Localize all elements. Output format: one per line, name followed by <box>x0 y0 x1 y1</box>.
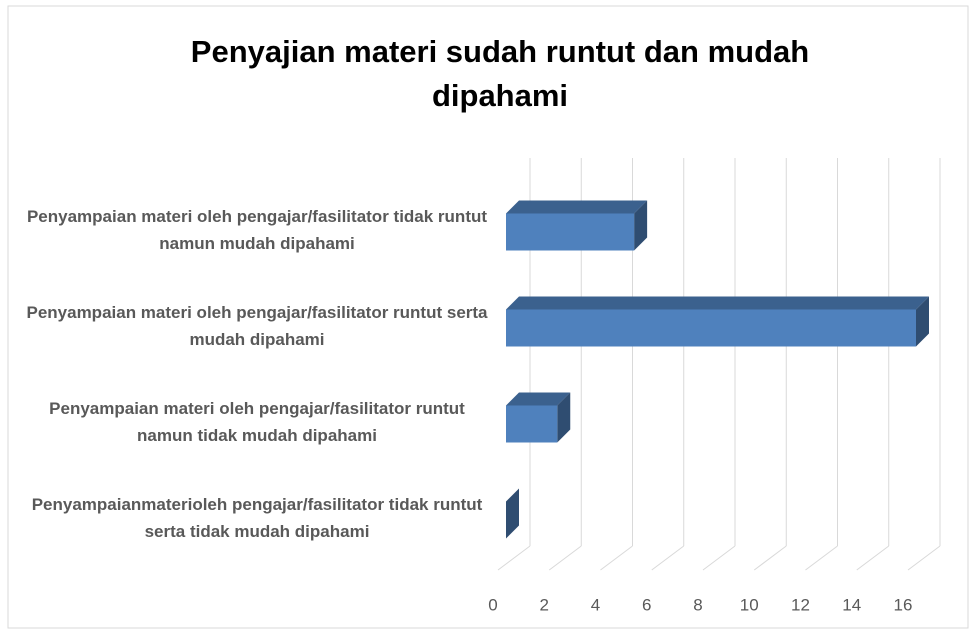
x-tick-label: 0 <box>488 595 497 614</box>
x-tick-label: 16 <box>894 595 913 614</box>
x-tick-label: 10 <box>740 595 759 614</box>
floor-line <box>856 545 890 571</box>
floor-line <box>753 545 787 571</box>
y-tick-label: Penyampaian materi oleh pengajar/fasilit… <box>26 207 488 253</box>
bar-top <box>506 296 929 310</box>
bar-top <box>506 392 571 406</box>
x-tick-label: 8 <box>693 595 702 614</box>
floor-line <box>907 545 941 571</box>
floor-line <box>600 545 633 571</box>
bar-side <box>557 392 571 443</box>
x-tick-label: 14 <box>842 595 861 614</box>
x-tick-label: 2 <box>540 595 549 614</box>
floor-line <box>497 545 531 571</box>
bar <box>506 213 635 251</box>
bar-side <box>506 488 519 539</box>
y-tick-label: Penyampaian materi oleh pengajar/fasilit… <box>26 303 488 349</box>
bar-side <box>634 200 648 251</box>
bar <box>506 309 916 347</box>
bar <box>506 405 558 443</box>
x-tick-label: 12 <box>791 595 810 614</box>
x-tick-label: 4 <box>591 595 600 614</box>
floor-line <box>548 545 582 571</box>
chart-title: Penyajian materi sudah runtut dan mudah … <box>190 34 810 113</box>
y-tick-label: Penyampaianmaterioleh pengajar/fasilitat… <box>31 495 483 541</box>
floor-line <box>805 545 838 571</box>
y-tick-label: Penyampaian materi oleh pengajar/fasilit… <box>49 399 465 445</box>
bar-side <box>916 296 929 347</box>
bar-top <box>506 200 648 214</box>
x-tick-label: 6 <box>642 595 651 614</box>
floor-line <box>702 545 736 571</box>
floor-line <box>651 545 685 571</box>
